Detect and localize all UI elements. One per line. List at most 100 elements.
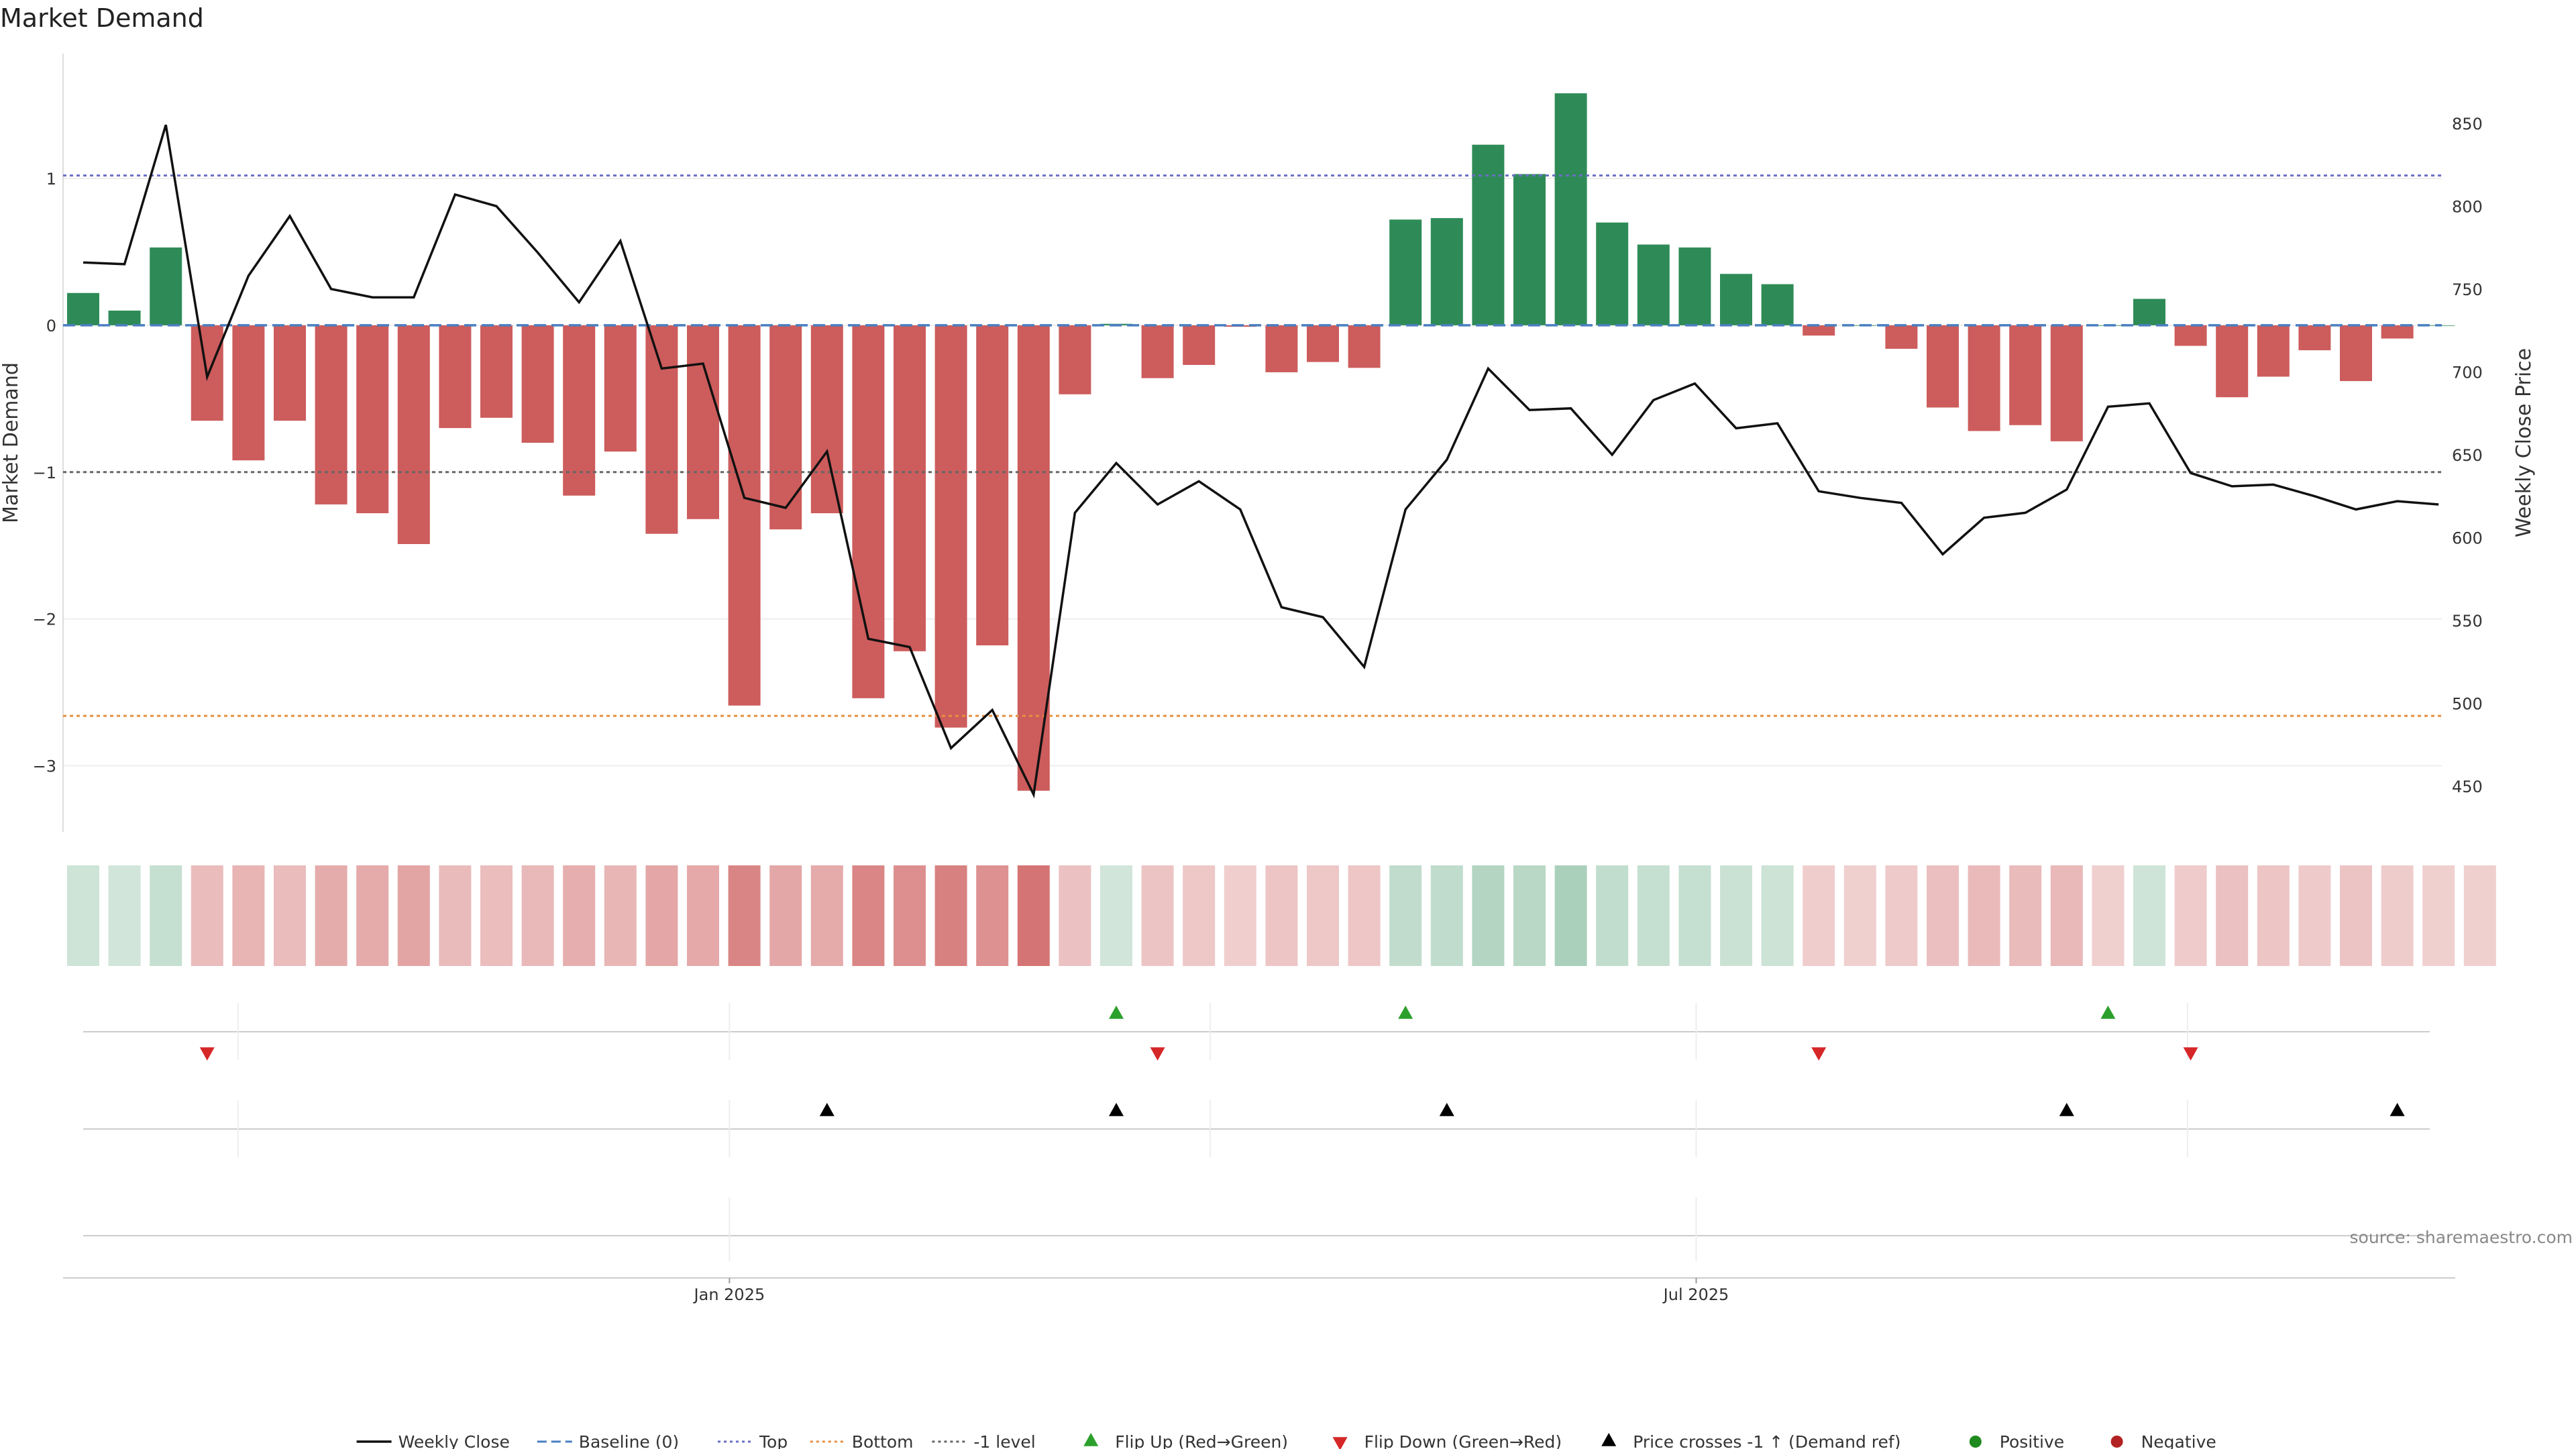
legend-swatch (1083, 1433, 1099, 1446)
legend-swatch (2110, 1436, 2123, 1448)
demand-bar (1885, 325, 1918, 349)
demand-bar (1596, 222, 1629, 325)
y-tick-label: 1 (46, 170, 56, 189)
demand-bar (1472, 144, 1505, 325)
heat-cell (356, 865, 389, 966)
heat-cell (1720, 865, 1752, 966)
heat-cell (1059, 865, 1091, 966)
legend-item: -1 level (932, 1432, 1036, 1449)
heat-cell (1513, 865, 1546, 966)
demand-bar (1637, 244, 1670, 325)
heat-cell (108, 865, 141, 966)
heat-cell (1885, 865, 1918, 966)
legend-item: Weekly Close (356, 1432, 510, 1449)
heat-cell (2092, 865, 2125, 966)
heat-cell (191, 865, 223, 966)
y2-tick-label: 800 (2452, 197, 2483, 216)
legend-item: Baseline (0) (537, 1432, 679, 1449)
demand-bar (274, 325, 306, 421)
y2-tick-label: 850 (2452, 115, 2483, 133)
heat-cell (2422, 865, 2455, 966)
source-note: source: sharemaestro.com (2350, 1228, 2573, 1247)
demand-bar (232, 325, 265, 461)
y2-tick-label: 600 (2452, 529, 2483, 547)
demand-bar (2133, 299, 2165, 325)
legend-label: Price crosses -1 ↑ (Demand ref) (1633, 1432, 1900, 1449)
demand-bar (1803, 325, 1835, 336)
heat-cell (2298, 865, 2331, 966)
heat-cell (1637, 865, 1670, 966)
heat-cell (1472, 865, 1505, 966)
demand-bar (2340, 325, 2372, 382)
heat-cell (521, 865, 554, 966)
demand-bar (2174, 325, 2207, 346)
heat-cell (480, 865, 513, 966)
demand-bar (1968, 325, 2000, 431)
heat-cell (150, 865, 182, 966)
y-tick-label: −1 (33, 464, 56, 482)
price-cross-marker (819, 1103, 835, 1116)
heat-cell (934, 865, 967, 966)
demand-bar (1017, 325, 1050, 791)
demand-bar (2216, 325, 2249, 398)
demand-bar (894, 325, 926, 651)
y2-tick-label: 550 (2452, 612, 2483, 631)
heat-cell (397, 865, 430, 966)
heat-cell (232, 865, 265, 966)
demand-bar (687, 325, 719, 519)
heat-cell (1968, 865, 2000, 966)
weekly-close-line (83, 124, 2439, 799)
heat-cell (274, 865, 306, 966)
heat-cell (1224, 865, 1256, 966)
flip-markers-strip (83, 1003, 2430, 1061)
heat-cell (1554, 865, 1587, 966)
demand-bar (1430, 218, 1463, 325)
demand-bar (2050, 325, 2083, 441)
heat-cell (1389, 865, 1422, 966)
y-tick-label: −3 (33, 757, 56, 776)
heat-cell (2050, 865, 2083, 966)
demand-bar (645, 325, 678, 534)
legend-item: Flip Down (Green→Red) (1332, 1432, 1562, 1449)
demand-heat-strip (67, 865, 2496, 966)
y2-tick-label: 450 (2452, 777, 2483, 796)
demand-bar (2257, 325, 2290, 377)
demand-bar (769, 325, 802, 530)
heat-cell (2257, 865, 2290, 966)
y2-axis-label: Weekly Close Price (2512, 348, 2536, 537)
heat-cell (1141, 865, 1174, 966)
heat-cell (1017, 865, 1050, 966)
price-cross-marker (2059, 1103, 2074, 1116)
flip-down-marker (2183, 1047, 2198, 1061)
heat-cell (2009, 865, 2042, 966)
heat-cell (1183, 865, 1216, 966)
legend-label: Flip Down (Green→Red) (1364, 1432, 1562, 1449)
demand-bar (439, 325, 472, 429)
heat-cell (976, 865, 1009, 966)
heat-cell (315, 865, 347, 966)
demand-bar (397, 325, 430, 545)
chart-title: Market Demand (0, 3, 204, 33)
sign-dots-strip (83, 1197, 2430, 1261)
demand-bar (356, 325, 389, 514)
heat-cell (1678, 865, 1711, 966)
legend-item: Top (718, 1432, 788, 1449)
heat-cell (769, 865, 802, 966)
heat-cell (604, 865, 637, 966)
demand-bar (1927, 325, 1959, 408)
y2-tick-label: 650 (2452, 446, 2483, 465)
legend-item: Flip Up (Red→Green) (1083, 1432, 1288, 1449)
heat-cell (1100, 865, 1132, 966)
left-axis-ticks: 1 0 −1 −2 −3 (33, 170, 56, 775)
legend-item: Price crosses -1 ↑ (Demand ref) (1601, 1432, 1900, 1449)
demand-bar (480, 325, 513, 418)
demand-bar (1389, 219, 1422, 325)
legend-item: Positive (1969, 1432, 2064, 1449)
price-cross-markers-strip (83, 1100, 2430, 1157)
demand-bar (1183, 325, 1216, 365)
heat-cell (67, 865, 99, 966)
legend-label: Top (759, 1432, 788, 1449)
legend-label: Bottom (852, 1432, 914, 1449)
demand-bar (108, 311, 141, 325)
